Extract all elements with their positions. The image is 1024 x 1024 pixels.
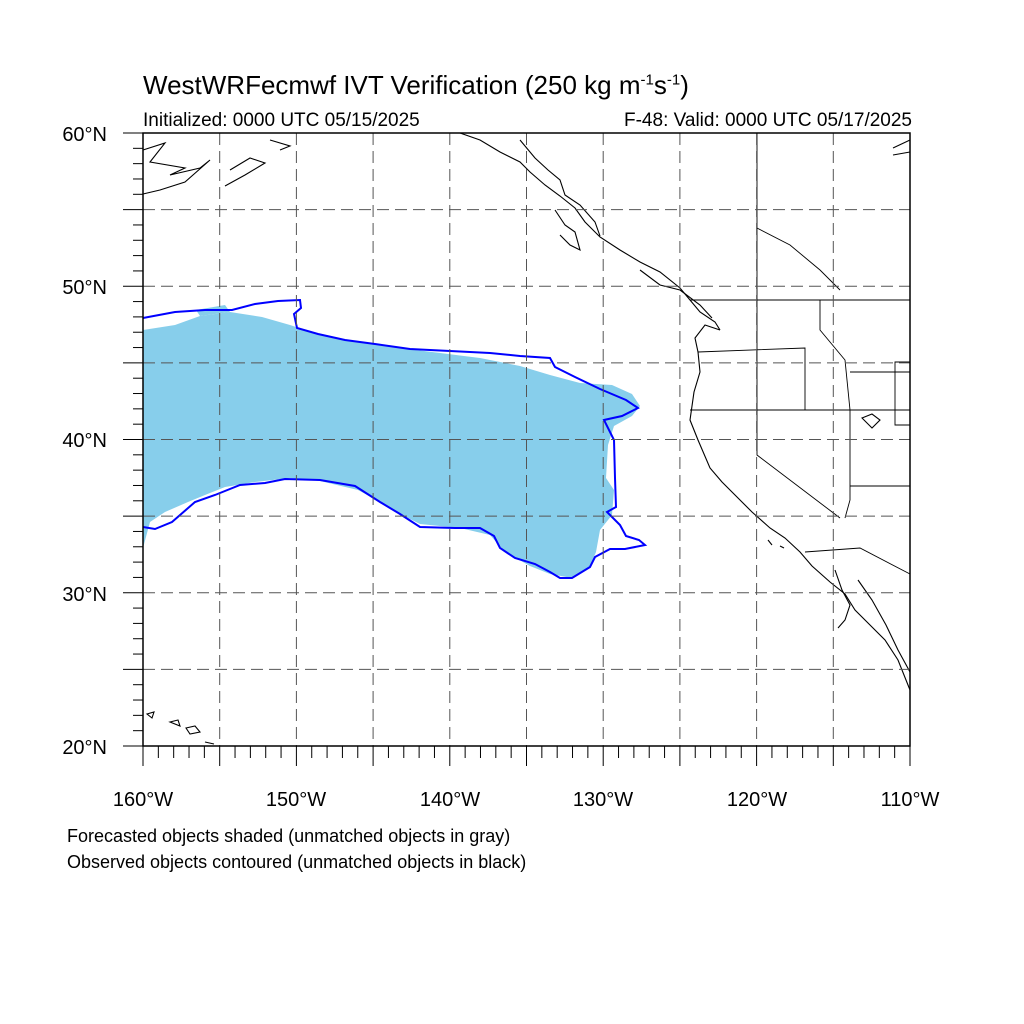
initialized-time: Initialized: 0000 UTC 05/15/2025 (143, 110, 420, 131)
state-borders (690, 133, 911, 575)
map-title: WestWRFecmwf IVT Verification (250 kg m-… (143, 70, 689, 100)
lat-label-50: 50°N (62, 277, 107, 299)
lon-label-160w: 160°W (113, 789, 173, 811)
lon-label-110w: 110°W (881, 789, 940, 811)
observed-note: Observed objects contoured (unmatched ob… (67, 852, 527, 872)
map-frame (142, 132, 911, 747)
lon-label-140w: 140°W (420, 789, 480, 811)
lon-label-130w: 130°W (573, 789, 633, 811)
observed-object-contour (142, 298, 648, 579)
forecast-object-shading (143, 312, 640, 578)
lat-label-60: 60°N (62, 124, 107, 146)
valid-time: F-48: Valid: 0000 UTC 05/17/2025 (624, 110, 912, 131)
grid-lines (143, 133, 910, 746)
lon-label-150w: 150°W (266, 789, 326, 811)
forecast-note: Forecasted objects shaded (unmatched obj… (67, 826, 511, 846)
coastlines (142, 132, 911, 745)
axis-ticks (123, 132, 911, 766)
lat-label-40: 40°N (62, 430, 107, 452)
lat-label-30: 30°N (62, 584, 107, 606)
lat-label-20: 20°N (62, 737, 107, 759)
lon-label-120w: 120°W (727, 789, 787, 811)
